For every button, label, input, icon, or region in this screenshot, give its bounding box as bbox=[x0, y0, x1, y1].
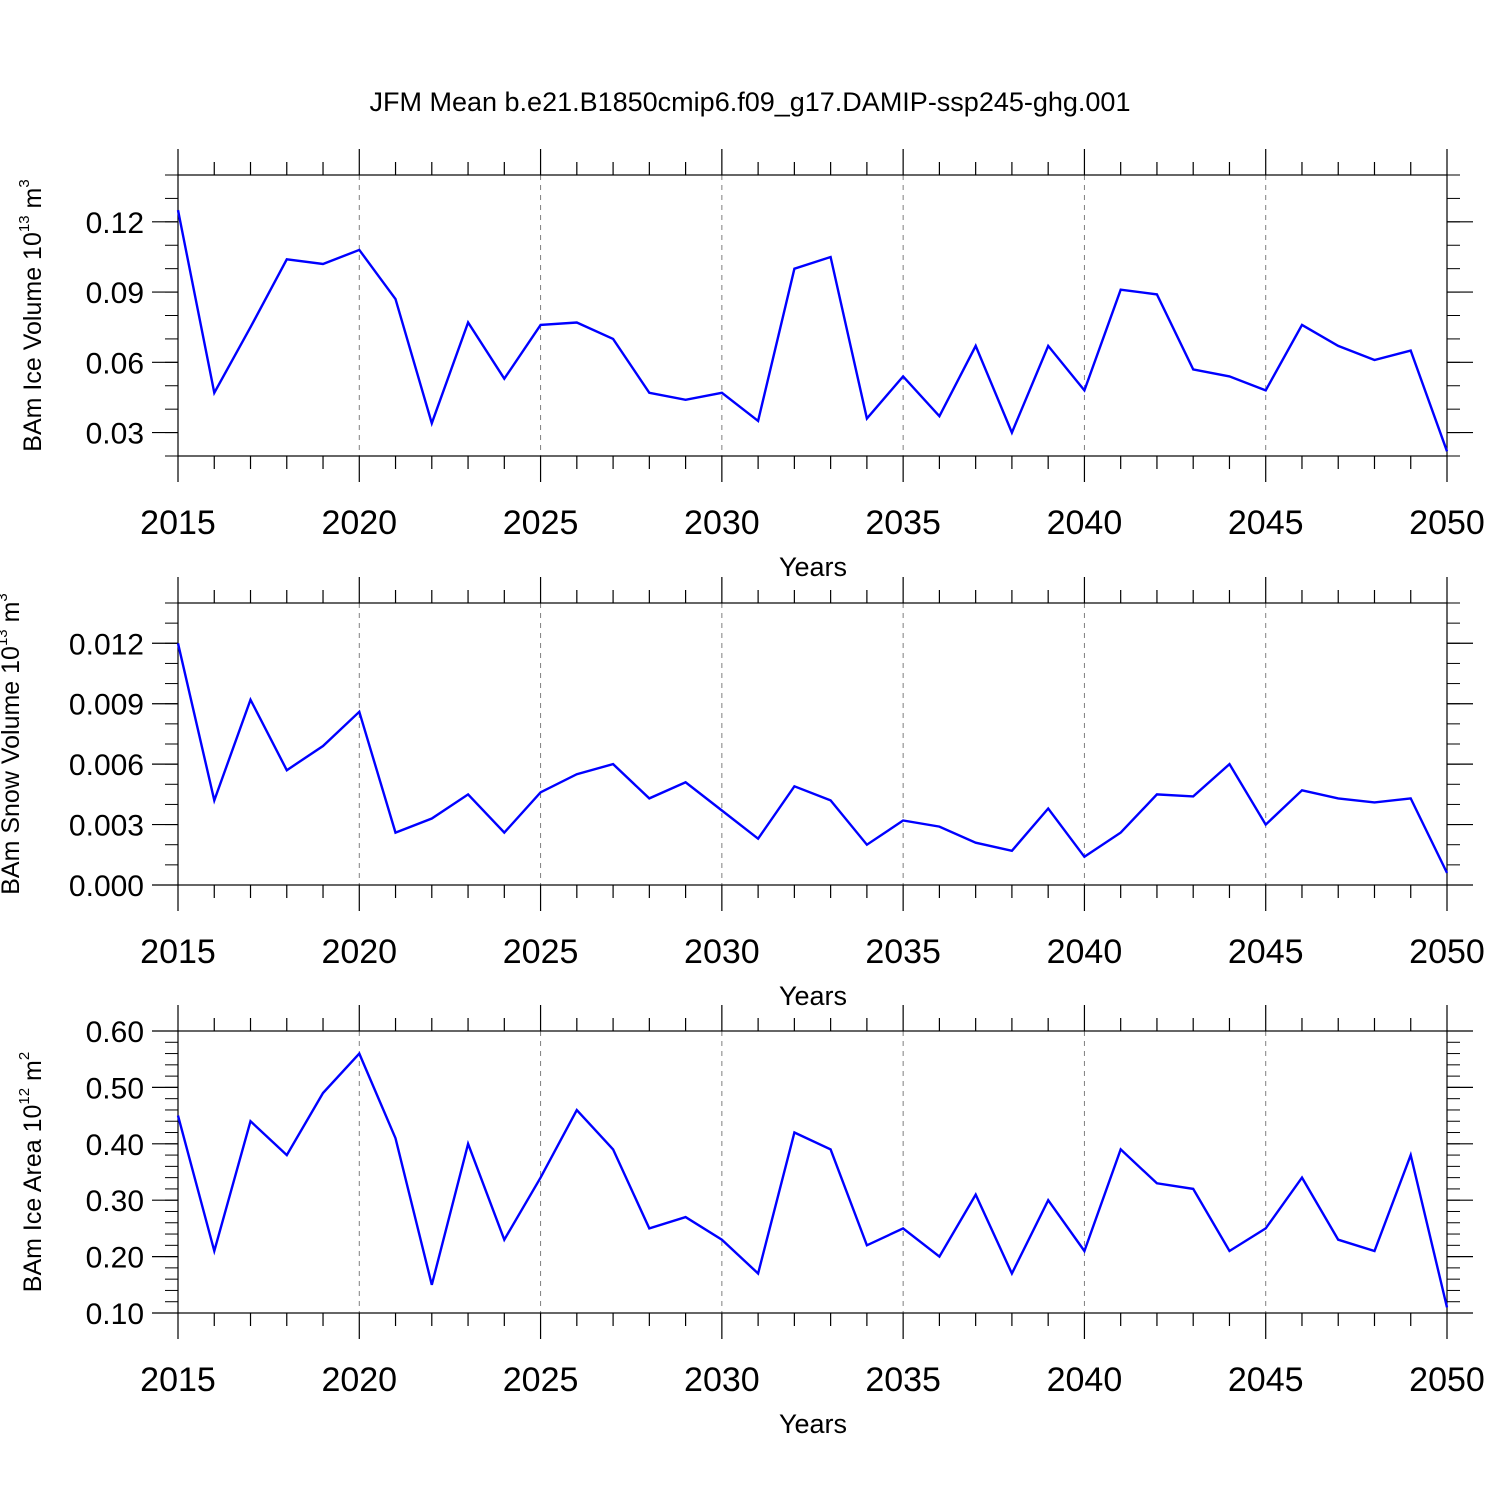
x-tick-label: 2045 bbox=[1228, 504, 1304, 542]
x-tick-label: 2025 bbox=[503, 1361, 579, 1399]
x-tick-label: 2035 bbox=[865, 1361, 941, 1399]
plot-frame bbox=[177, 1030, 1448, 1314]
x-tick-label: 2030 bbox=[684, 1361, 760, 1399]
series-line bbox=[176, 643, 1449, 874]
panel-1: 0.03 0.06 0.09 0.12 2015 2020 2025 2030 2035 2040… bbox=[16, 149, 1485, 582]
y-tick-label: 0.006 bbox=[69, 749, 144, 782]
x-tick-label: 2015 bbox=[140, 1361, 216, 1399]
y-tick-label: 0.012 bbox=[69, 628, 144, 661]
x-axis-label: Years bbox=[779, 981, 847, 1011]
y-tick-label: 0.12 bbox=[86, 207, 144, 240]
x-tick-label: 2030 bbox=[684, 933, 760, 971]
x-tick-label: 2030 bbox=[684, 504, 760, 542]
x-tick-label: 2040 bbox=[1047, 933, 1123, 971]
figure-title: JFM Mean b.e21.B1850cmip6.f09_g17.DAMIP-… bbox=[370, 87, 1131, 117]
x-tick-label: 2035 bbox=[865, 933, 941, 971]
x-tick-label: 2050 bbox=[1409, 504, 1485, 542]
x-tick-label: 2050 bbox=[1409, 933, 1485, 971]
x-tick-label: 2040 bbox=[1047, 504, 1123, 542]
x-tick-label: 2015 bbox=[140, 504, 216, 542]
y-tick-label: 0.003 bbox=[69, 810, 144, 843]
plot-frame bbox=[177, 602, 1448, 886]
y-tick-label: 0.009 bbox=[69, 689, 144, 722]
y-tick-label: 0.03 bbox=[86, 418, 144, 451]
y-tick-label: 0.10 bbox=[86, 1298, 144, 1331]
y-tick-label: 0.09 bbox=[86, 277, 144, 310]
x-tick-label: 2040 bbox=[1047, 1361, 1123, 1399]
y-tick-label: 0.20 bbox=[86, 1242, 144, 1275]
plot-frame bbox=[177, 174, 1448, 457]
y-axis-label: BAm Snow Volume 1013 m3 bbox=[0, 593, 25, 895]
x-tick-label: 2020 bbox=[321, 933, 397, 971]
x-axis-label: Years bbox=[779, 552, 847, 582]
x-tick-label: 2020 bbox=[321, 1361, 397, 1399]
y-axis-label: BAm Ice Volume 1013 m3 bbox=[16, 179, 47, 451]
y-tick-label: 0.000 bbox=[69, 870, 144, 903]
x-tick-label: 2045 bbox=[1228, 1361, 1304, 1399]
panels: 0.03 0.06 0.09 0.12 2015 2020 2025 2030 2035 2040… bbox=[0, 149, 1485, 1439]
series-line bbox=[176, 209, 1449, 452]
y-axis-label: BAm Ice Area 1012 m2 bbox=[16, 1052, 47, 1292]
x-axis-label: Years bbox=[779, 1409, 847, 1439]
x-tick-label: 2015 bbox=[140, 933, 216, 971]
y-tick-label: 0.50 bbox=[86, 1072, 144, 1105]
x-tick-label: 2045 bbox=[1228, 933, 1304, 971]
x-tick-label: 2020 bbox=[321, 504, 397, 542]
x-tick-label: 2050 bbox=[1409, 1361, 1485, 1399]
y-tick-label: 0.06 bbox=[86, 347, 144, 380]
x-tick-label: 2035 bbox=[865, 504, 941, 542]
panel-3: 0.10 0.20 0.30 0.40 0.50 0.60 2015 2020 2025 2030… bbox=[16, 1005, 1485, 1439]
y-tick-label: 0.30 bbox=[86, 1185, 144, 1218]
y-tick-label: 0.60 bbox=[86, 1016, 144, 1049]
x-tick-label: 2025 bbox=[503, 504, 579, 542]
x-tick-label: 2025 bbox=[503, 933, 579, 971]
series-line bbox=[176, 1051, 1449, 1308]
y-tick-label: 0.40 bbox=[86, 1129, 144, 1162]
panel-2: 0.000 0.003 0.006 0.009 0.012 2015 2020 2025 203… bbox=[0, 577, 1485, 1011]
